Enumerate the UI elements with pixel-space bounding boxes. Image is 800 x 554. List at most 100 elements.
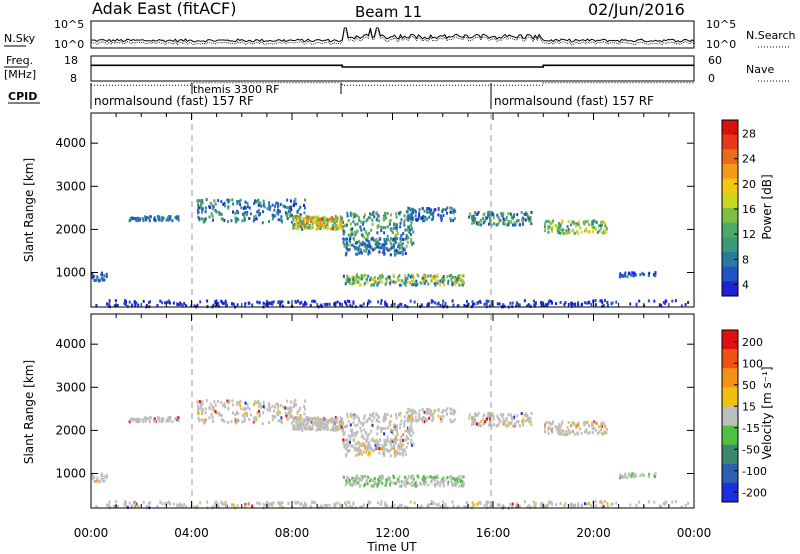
velocity-echo bbox=[345, 452, 348, 456]
power-echo bbox=[440, 278, 443, 282]
power-echo bbox=[231, 198, 234, 202]
velocity-echo bbox=[169, 416, 172, 420]
velocity-echo bbox=[251, 504, 254, 508]
power-echo bbox=[491, 211, 494, 215]
velocity-echo bbox=[530, 423, 533, 427]
power-echo bbox=[199, 300, 202, 304]
power-echo bbox=[402, 237, 404, 241]
velocity-echo bbox=[392, 481, 395, 485]
power-echo bbox=[520, 211, 523, 214]
power-echo bbox=[369, 216, 372, 220]
velocity-colorbar-tick-label: -200 bbox=[742, 486, 767, 499]
power-echo bbox=[369, 276, 372, 280]
velocity-echo bbox=[352, 437, 355, 441]
velocity-echo bbox=[449, 407, 452, 411]
power-echo bbox=[256, 300, 259, 304]
power-echo bbox=[147, 301, 150, 305]
velocity-echo bbox=[626, 476, 629, 480]
velocity-echo bbox=[424, 416, 427, 420]
velocity-echo bbox=[386, 413, 389, 416]
power-echo bbox=[318, 224, 321, 228]
velocity-echo bbox=[401, 443, 404, 447]
power-echo bbox=[587, 230, 590, 234]
power-echo bbox=[95, 278, 98, 282]
power-echo bbox=[326, 223, 329, 227]
power-echo bbox=[302, 221, 305, 225]
velocity-echo bbox=[590, 423, 593, 427]
velocity-echo bbox=[524, 419, 527, 423]
power-echo bbox=[321, 223, 324, 227]
power-echo bbox=[406, 217, 409, 221]
power-echo bbox=[213, 199, 216, 203]
velocity-echo bbox=[143, 416, 146, 420]
velocity-echo bbox=[432, 412, 435, 416]
power-echo bbox=[372, 277, 375, 281]
velocity-echo bbox=[198, 418, 201, 422]
velocity-echo bbox=[575, 425, 578, 429]
power-echo bbox=[400, 234, 403, 238]
velocity-echo bbox=[671, 500, 674, 504]
power-echo bbox=[423, 219, 426, 223]
power-echo bbox=[324, 216, 327, 220]
velocity-echo bbox=[326, 421, 329, 425]
velocity-echo bbox=[476, 422, 478, 426]
power-echo bbox=[455, 280, 458, 284]
velocity-echo bbox=[367, 475, 370, 479]
power-echo bbox=[422, 219, 424, 223]
power-echo bbox=[412, 283, 415, 286]
power-echo bbox=[660, 304, 663, 308]
power-echo bbox=[342, 237, 345, 241]
velocity-echo bbox=[135, 502, 138, 506]
power-echo bbox=[545, 303, 548, 307]
velocity-echo bbox=[262, 400, 265, 404]
velocity-echo bbox=[639, 474, 642, 478]
velocity-echo bbox=[557, 431, 560, 435]
velocity-echo bbox=[336, 417, 339, 421]
velocity-echo bbox=[351, 428, 354, 432]
velocity-echo bbox=[410, 421, 413, 425]
velocity-echo bbox=[134, 504, 137, 508]
power-echo bbox=[407, 229, 410, 233]
velocity-echo bbox=[412, 412, 415, 416]
power-echo bbox=[398, 246, 401, 250]
power-echo bbox=[335, 225, 338, 229]
velocity-echo bbox=[346, 438, 349, 442]
velocity-echo bbox=[429, 411, 432, 415]
velocity-echo bbox=[515, 420, 518, 424]
velocity-echo bbox=[491, 412, 494, 416]
velocity-echo bbox=[234, 413, 237, 417]
velocity-echo bbox=[244, 407, 247, 411]
power-echo bbox=[674, 299, 677, 303]
nsearch-series-line bbox=[90, 30, 695, 46]
velocity-echo bbox=[359, 426, 362, 430]
velocity-colorbar-swatch bbox=[722, 482, 738, 503]
velocity-echo bbox=[312, 417, 315, 421]
power-echo bbox=[396, 237, 399, 241]
velocity-echo bbox=[145, 417, 148, 420]
velocity-echo bbox=[325, 418, 328, 422]
velocity-echo bbox=[414, 484, 417, 488]
velocity-echo bbox=[268, 405, 271, 409]
velocity-echo bbox=[687, 502, 690, 505]
velocity-echo bbox=[370, 438, 373, 442]
power-echo bbox=[544, 229, 546, 233]
power-echo bbox=[400, 302, 403, 306]
power-echo bbox=[352, 220, 355, 224]
power-echo bbox=[344, 224, 347, 228]
power-echo bbox=[346, 237, 349, 241]
power-echo bbox=[312, 216, 315, 220]
power-echo bbox=[491, 303, 494, 307]
velocity-echo bbox=[489, 414, 492, 418]
velocity-echo bbox=[383, 450, 385, 454]
power-echo bbox=[499, 219, 502, 222]
power-echo bbox=[196, 303, 199, 307]
power-echo bbox=[285, 212, 288, 216]
velocity-echo bbox=[375, 438, 378, 442]
velocity-echo bbox=[246, 411, 249, 415]
power-echo bbox=[371, 222, 374, 226]
velocity-echo bbox=[407, 474, 410, 478]
velocity-echo bbox=[128, 501, 131, 505]
power-echo bbox=[510, 215, 513, 219]
velocity-echo bbox=[253, 419, 256, 422]
